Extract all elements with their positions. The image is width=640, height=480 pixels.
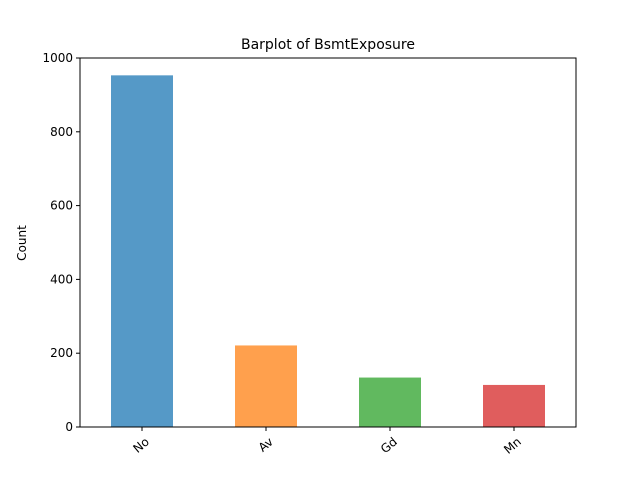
y-tick-label-0: 0 (65, 420, 73, 434)
y-tick-label-1000: 1000 (42, 51, 73, 65)
bar-no (111, 75, 173, 427)
chart-title: Barplot of BsmtExposure (241, 37, 415, 53)
bar-av (235, 345, 297, 427)
x-tick-label-av: Av (256, 435, 276, 455)
x-tick-label-no: No (130, 435, 152, 456)
y-axis-label: Count (15, 225, 29, 261)
y-tick-label-200: 200 (50, 346, 73, 360)
y-tick-label-400: 400 (50, 272, 73, 286)
bar-mn (483, 384, 545, 427)
y-tick-label-600: 600 (50, 199, 73, 213)
y-axis: 0 200 400 600 800 1000 (42, 51, 80, 434)
x-tick-label-mn: Mn (501, 435, 524, 457)
x-tick-label-gd: Gd (378, 435, 400, 457)
bar-gd (359, 377, 421, 427)
x-axis: No Av Gd Mn (130, 427, 524, 457)
y-tick-label-800: 800 (50, 125, 73, 139)
plot-frame (79, 57, 577, 428)
bars-group (111, 75, 545, 427)
